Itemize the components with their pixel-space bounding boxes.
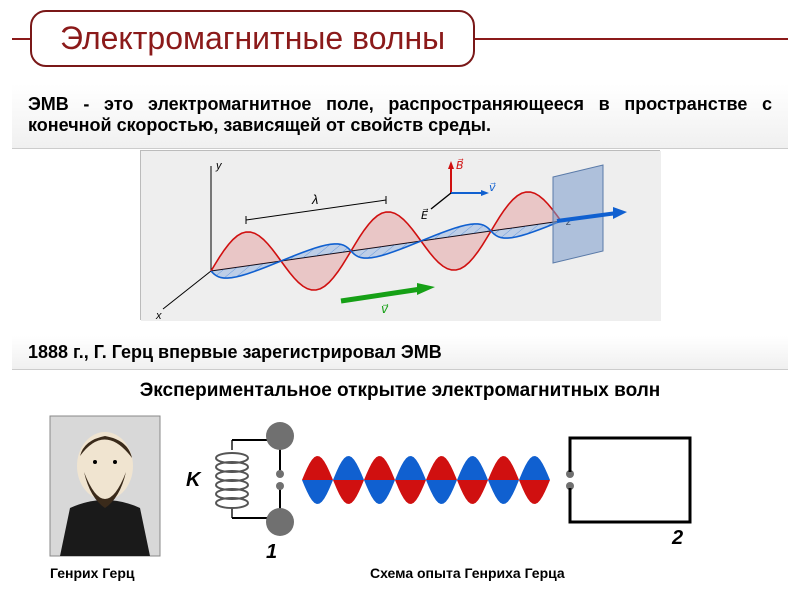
- portrait-caption: Генрих Герц: [50, 565, 134, 581]
- page-title: Электромагнитные волны: [60, 20, 445, 57]
- svg-text:B⃗: B⃗: [456, 158, 464, 172]
- title-box: Электромагнитные волны: [30, 10, 475, 67]
- hertz-note-text: 1888 г., Г. Герц впервые зарегистрировал…: [28, 342, 772, 363]
- definition-text: ЭМВ - это электромагнитное поле, распрос…: [28, 94, 772, 136]
- em-wave-diagram: yxzλB⃗v⃗E⃗v⃗: [140, 150, 660, 320]
- svg-text:2: 2: [671, 527, 683, 549]
- svg-text:K: K: [186, 469, 202, 491]
- svg-text:1: 1: [266, 541, 277, 563]
- schema-caption: Схема опыта Генриха Герца: [370, 565, 565, 581]
- hertz-note-box: 1888 г., Г. Герц впервые зарегистрировал…: [12, 336, 788, 370]
- svg-text:λ: λ: [311, 192, 318, 207]
- svg-text:v⃗: v⃗: [489, 182, 496, 194]
- experiment-title: Экспериментальное открытие электромагнит…: [0, 380, 800, 402]
- svg-text:x: x: [155, 310, 162, 321]
- svg-text:v⃗: v⃗: [381, 302, 389, 316]
- experiment-area: K 1 2: [40, 410, 760, 590]
- svg-text:E⃗: E⃗: [421, 208, 428, 222]
- definition-box: ЭМВ - это электромагнитное поле, распрос…: [12, 84, 788, 149]
